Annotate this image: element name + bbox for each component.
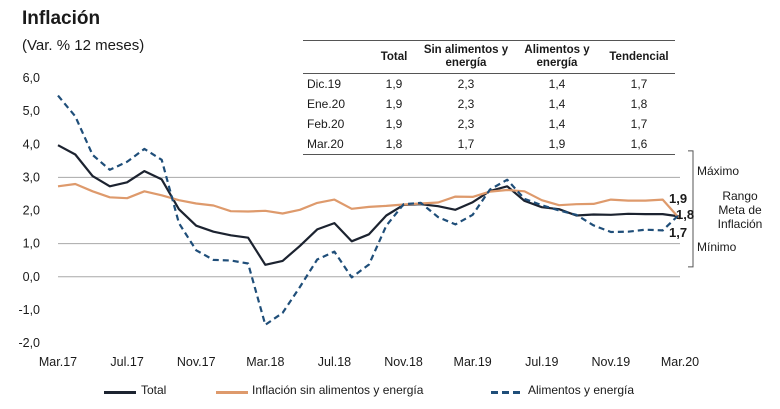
y-tick-label: 4,0	[23, 137, 40, 151]
chart-title: Inflación	[22, 8, 101, 29]
table-cell: 1,4	[548, 97, 566, 111]
table-header-row: Total Sin alimentos y energía Alimentos …	[303, 40, 675, 74]
maximo-label: Máximo	[697, 164, 740, 178]
table-cell: Ene.20	[307, 97, 346, 111]
table-cell: Feb.20	[307, 117, 345, 131]
table-row: Ene.20 1,9 2,3 1,4 1,8	[303, 94, 675, 114]
legend-swatch-total	[104, 391, 136, 394]
table-cell: 1,9	[511, 134, 603, 155]
y-tick-label: 2,0	[23, 204, 40, 218]
table-cell: 1,9	[385, 97, 403, 111]
table-header	[303, 40, 367, 74]
end-value-total: 1,8	[676, 207, 695, 222]
x-tick-label: Nov.18	[384, 355, 423, 369]
series-line-alimentos	[57, 94, 681, 326]
y-tick-label: 1,0	[23, 237, 40, 251]
legend-label-alimentos: Alimentos y energía	[528, 383, 635, 397]
table-cell: 1,4	[548, 77, 566, 91]
table-cell: 1,7	[630, 77, 648, 91]
legend-swatch-sin-alimentos	[216, 391, 248, 394]
table-row: Mar.20 1,8 1,7 1,9 1,6	[303, 134, 675, 155]
end-value-alimentos: 1,9	[669, 191, 688, 206]
table-row: Dic.19 1,9 2,3 1,4 1,7	[303, 74, 675, 95]
x-tick-label: Mar.17	[39, 355, 77, 369]
table-header: Sin alimentos y energía	[421, 40, 511, 74]
target-range-bracket	[688, 150, 694, 268]
end-value-sin-alimentos: 1,7	[669, 225, 688, 240]
table-header: Tendencial	[603, 40, 675, 74]
table-cell: 1,4	[548, 117, 566, 131]
y-tick-label: 0,0	[23, 270, 40, 284]
table-cell: 2,3	[457, 97, 475, 111]
y-tick-label: 3,0	[23, 170, 40, 184]
inflation-table: Total Sin alimentos y energía Alimentos …	[303, 40, 675, 155]
minimo-label: Mínimo	[697, 240, 737, 254]
x-tick-label: Nov.19	[592, 355, 631, 369]
x-tick-label: Mar.19	[454, 355, 492, 369]
y-tick-label: 5,0	[23, 104, 40, 118]
table-row: Feb.20 1,9 2,3 1,4 1,7	[303, 114, 675, 134]
y-tick-label: -2,0	[18, 336, 40, 350]
table-cell: 1,9	[385, 77, 403, 91]
rango-meta-label: Rango Meta de Inflación	[717, 189, 763, 231]
chart-subtitle: (Var. % 12 meses)	[22, 37, 145, 54]
table-header: Total	[367, 40, 421, 74]
x-tick-label: Mar.18	[246, 355, 284, 369]
x-tick-label: Nov.17	[177, 355, 216, 369]
x-tick-label: Jul.18	[318, 355, 351, 369]
table-cell: Dic.19	[307, 77, 342, 91]
table-cell: Mar.20	[303, 134, 367, 155]
table-cell: 1,8	[367, 134, 421, 155]
table-cell: 2,3	[457, 117, 475, 131]
table-cell: 1,7	[421, 134, 511, 155]
legend-label-sin-alimentos: Inflación sin alimentos y energía	[252, 383, 424, 397]
table-cell: 1,7	[630, 117, 648, 131]
x-tick-label: Jul.17	[110, 355, 143, 369]
y-tick-label: -1,0	[18, 303, 40, 317]
legend-label-total: Total	[141, 383, 167, 397]
table-header: Alimentos y energía	[511, 40, 603, 74]
table-cell: 1,9	[385, 117, 403, 131]
series-line-sin_alimentos	[57, 182, 681, 220]
x-tick-label: Jul.19	[525, 355, 558, 369]
x-tick-label: Mar.20	[661, 355, 699, 369]
y-tick-label: 6,0	[23, 71, 40, 85]
table-cell: 1,6	[603, 134, 675, 155]
table-cell: 1,8	[630, 97, 648, 111]
table-cell: 2,3	[457, 77, 475, 91]
legend-swatch-alimentos	[491, 391, 523, 394]
